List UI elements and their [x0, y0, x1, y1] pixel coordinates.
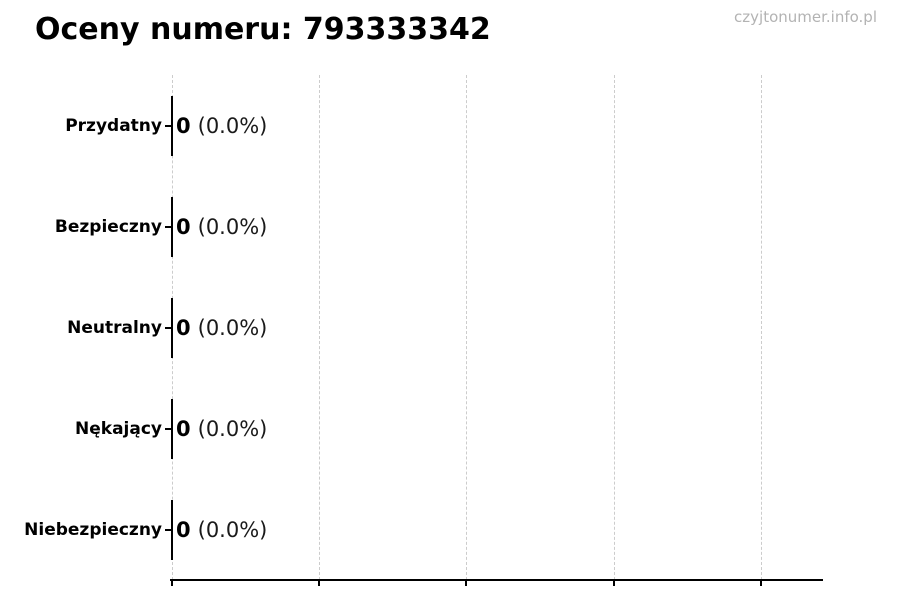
value-count: 0 [176, 315, 191, 340]
gridline [466, 75, 467, 580]
bar-row: Niebezpieczny 0 (0.0%) [0, 479, 900, 580]
value-percent: (0.0%) [197, 315, 268, 340]
x-axis-tick [613, 580, 615, 586]
value-label: 0 (0.0%) [176, 215, 267, 239]
gridline [614, 75, 615, 580]
category-label: Neutralny [67, 317, 162, 338]
category-label: Przydatny [65, 115, 162, 136]
value-percent: (0.0%) [197, 214, 268, 239]
gridline [761, 75, 762, 580]
value-count: 0 [176, 214, 191, 239]
x-axis-tick [318, 580, 320, 586]
bar-row: Neutralny 0 (0.0%) [0, 277, 900, 378]
value-count: 0 [176, 416, 191, 441]
x-axis-tick [171, 580, 173, 586]
value-label: 0 (0.0%) [176, 518, 267, 542]
y-axis-tick [165, 124, 172, 127]
category-label: Bezpieczny [54, 216, 162, 237]
value-label: 0 (0.0%) [176, 316, 267, 340]
gridline [319, 75, 320, 580]
value-label: 0 (0.0%) [176, 417, 267, 441]
x-axis-line [170, 579, 823, 581]
bar [171, 297, 173, 358]
value-percent: (0.0%) [197, 113, 268, 138]
y-axis-tick [165, 427, 172, 430]
value-count: 0 [176, 517, 191, 542]
bar [171, 196, 173, 257]
value-label: 0 (0.0%) [176, 114, 267, 138]
x-axis-tick [465, 580, 467, 586]
bar [171, 398, 173, 459]
category-label: Niebezpieczny [24, 519, 162, 540]
y-axis-tick [165, 528, 172, 531]
category-label: Nękający [75, 418, 162, 439]
bar [171, 95, 173, 156]
chart-title: Oceny numeru: 793333342 [35, 12, 491, 47]
bar-row: Nękający 0 (0.0%) [0, 378, 900, 479]
value-count: 0 [176, 113, 191, 138]
x-axis-tick [760, 580, 762, 586]
watermark: czyjtonumer.info.pl [734, 8, 877, 26]
bar [171, 499, 173, 560]
bar-row: Przydatny 0 (0.0%) [0, 75, 900, 176]
value-percent: (0.0%) [197, 416, 268, 441]
value-percent: (0.0%) [197, 517, 268, 542]
bar-row: Bezpieczny 0 (0.0%) [0, 176, 900, 277]
y-axis-tick [165, 225, 172, 228]
y-axis-tick [165, 326, 172, 329]
